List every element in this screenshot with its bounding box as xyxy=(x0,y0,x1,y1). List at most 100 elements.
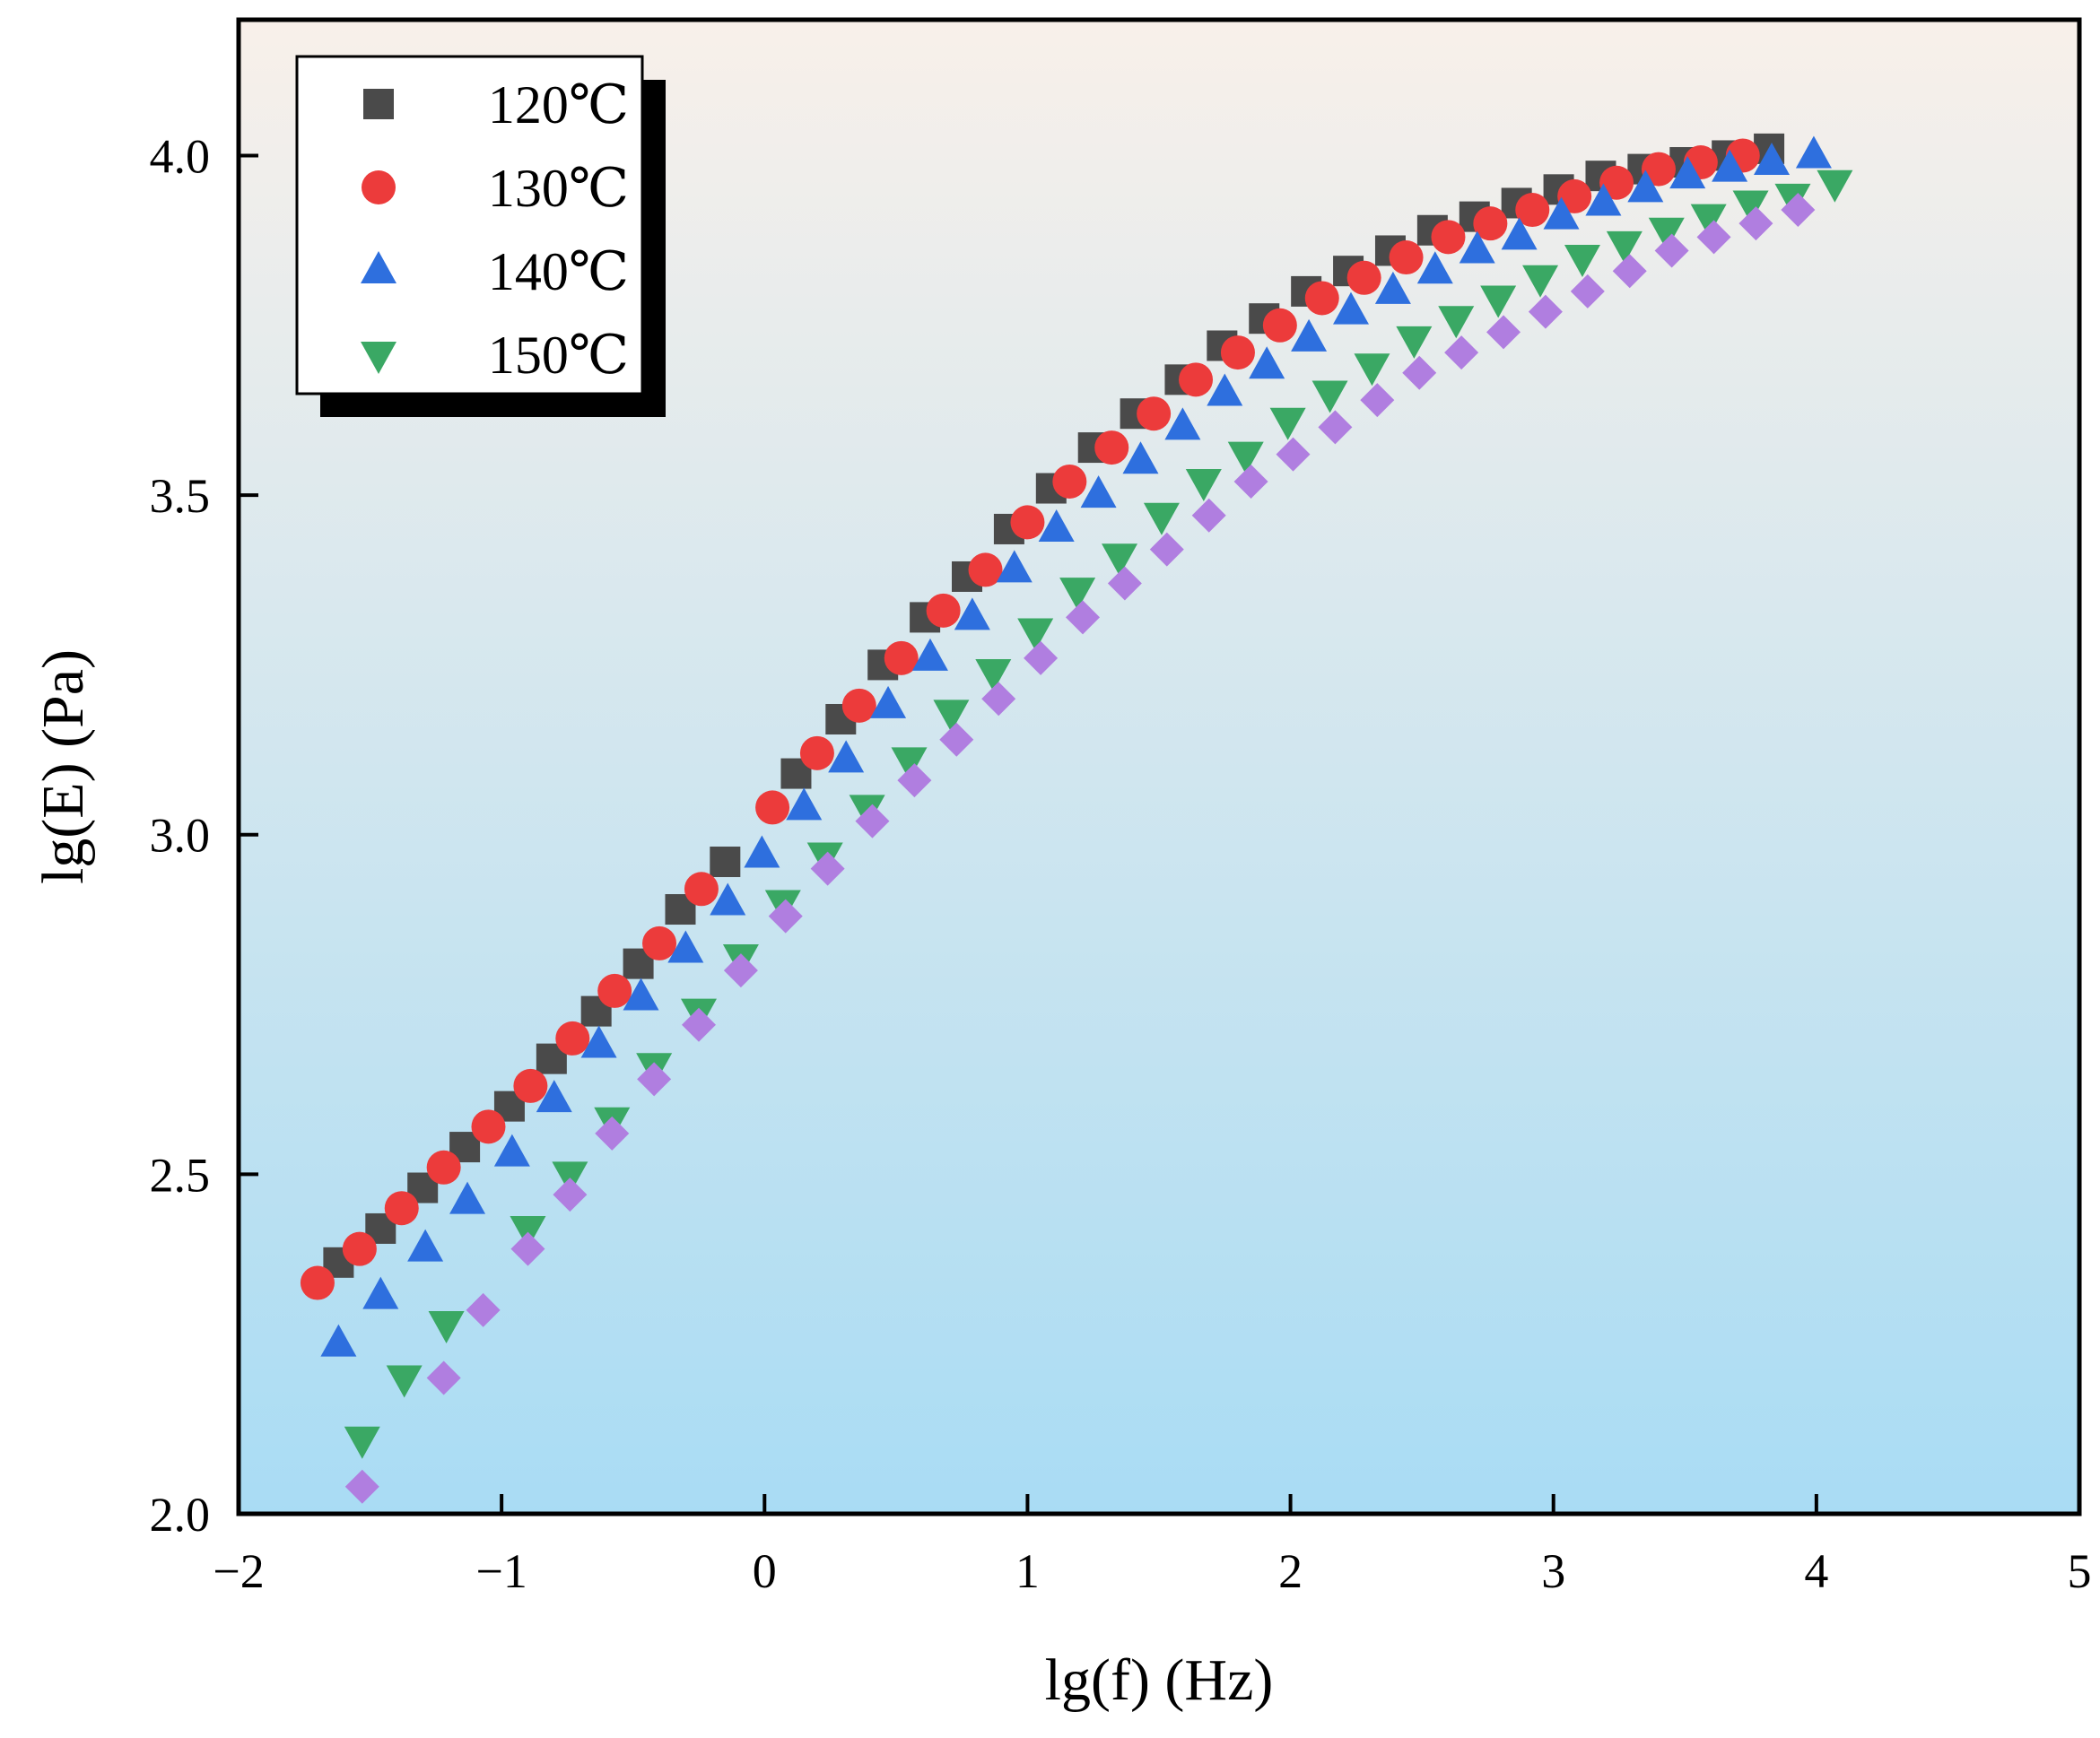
data-point xyxy=(1024,640,1059,675)
data-point xyxy=(723,953,758,988)
data-point xyxy=(911,638,948,671)
data-point xyxy=(1473,206,1508,241)
data-point xyxy=(510,1231,545,1266)
data-point xyxy=(1227,441,1264,474)
data-point xyxy=(1065,600,1100,635)
data-point xyxy=(682,1007,716,1042)
x-tick-label: 1 xyxy=(1015,1544,1040,1598)
data-point xyxy=(710,847,741,878)
data-point xyxy=(493,1134,530,1167)
data-point xyxy=(342,1231,377,1266)
data-point xyxy=(555,1021,590,1056)
data-point xyxy=(1501,217,1538,250)
data-point xyxy=(933,700,970,733)
data-point xyxy=(1185,468,1222,501)
data-point xyxy=(637,1062,672,1097)
data-point xyxy=(1143,502,1180,535)
data-point xyxy=(1052,464,1087,499)
y-tick-label: 3.0 xyxy=(150,809,211,863)
data-point xyxy=(1220,335,1255,370)
data-point xyxy=(1149,532,1184,567)
data-point xyxy=(1179,362,1214,397)
x-axis-title: lg(f) (Hz) xyxy=(1045,1647,1274,1713)
data-point xyxy=(1585,183,1622,216)
data-point xyxy=(1606,230,1643,264)
data-point xyxy=(449,1181,486,1214)
data-point xyxy=(1332,291,1369,325)
data-point xyxy=(1599,165,1634,200)
data-point xyxy=(1669,156,1706,189)
data-point xyxy=(597,973,632,1008)
data-point xyxy=(1276,437,1311,472)
data-point xyxy=(580,1025,617,1058)
y-tick-label: 2.5 xyxy=(150,1148,211,1202)
data-point xyxy=(428,1310,465,1343)
data-point xyxy=(1122,441,1159,474)
x-tick-label: 2 xyxy=(1278,1544,1303,1598)
data-point xyxy=(1438,306,1475,339)
data-point xyxy=(1641,152,1676,187)
legend-marker xyxy=(361,251,396,283)
legend-items: 120℃ 130℃ 140℃ 150℃ xyxy=(361,75,629,385)
data-point xyxy=(642,925,677,960)
data-point xyxy=(810,851,845,886)
data-point xyxy=(1795,135,1832,169)
y-tick-label: 3.5 xyxy=(150,469,211,523)
data-point xyxy=(1374,271,1411,304)
data-point xyxy=(1570,274,1605,308)
data-point xyxy=(1010,505,1045,540)
data-point xyxy=(855,804,890,839)
data-point xyxy=(981,682,1016,717)
data-point xyxy=(1528,294,1563,329)
data-point xyxy=(471,1109,506,1144)
data-point xyxy=(1191,498,1226,533)
data-point xyxy=(1817,169,1853,203)
data-point xyxy=(891,747,928,780)
data-point xyxy=(426,1150,461,1185)
data-point xyxy=(362,1276,399,1309)
legend-box xyxy=(295,55,644,395)
legend-label: 140℃ xyxy=(488,242,629,301)
legend-label: 120℃ xyxy=(488,75,629,135)
y-tick-label: 4.0 xyxy=(150,129,211,183)
data-point xyxy=(1107,566,1142,601)
data-point xyxy=(1612,254,1647,289)
data-point xyxy=(384,1191,419,1226)
data-point xyxy=(897,763,932,798)
legend-marker xyxy=(363,89,394,119)
data-point xyxy=(1396,326,1433,359)
legend-label: 150℃ xyxy=(488,326,629,385)
data-point xyxy=(1137,396,1172,431)
data-point xyxy=(466,1292,501,1327)
data-point xyxy=(1696,220,1731,255)
data-point xyxy=(1318,410,1353,445)
data-point xyxy=(1690,204,1727,237)
data-point xyxy=(975,658,1012,691)
data-point xyxy=(1233,464,1268,499)
x-tick-label: 3 xyxy=(1541,1544,1565,1598)
data-point xyxy=(744,835,780,868)
data-point xyxy=(1094,430,1129,465)
data-point xyxy=(623,978,659,1011)
data-point xyxy=(1431,220,1466,255)
data-point xyxy=(1654,233,1689,268)
data-point xyxy=(1389,240,1424,275)
data-point xyxy=(1164,407,1201,440)
legend-item: 140℃ xyxy=(361,242,629,301)
legend: 120℃ 130℃ 140℃ 150℃ xyxy=(295,55,666,417)
x-tick-label: −1 xyxy=(475,1544,527,1598)
data-point xyxy=(1269,407,1306,440)
data-point xyxy=(755,790,790,825)
data-point xyxy=(407,1229,444,1262)
series-unlabeled-4 xyxy=(344,193,1816,1504)
data-point xyxy=(884,640,919,675)
data-point xyxy=(954,597,990,630)
data-point xyxy=(870,685,907,718)
data-point xyxy=(1522,265,1559,298)
x-tick-label: 4 xyxy=(1804,1544,1828,1598)
data-point xyxy=(1038,508,1075,542)
data-marks xyxy=(300,133,1853,1504)
data-point xyxy=(344,1426,380,1459)
data-point xyxy=(1712,149,1748,182)
legend-label: 130℃ xyxy=(488,159,629,218)
